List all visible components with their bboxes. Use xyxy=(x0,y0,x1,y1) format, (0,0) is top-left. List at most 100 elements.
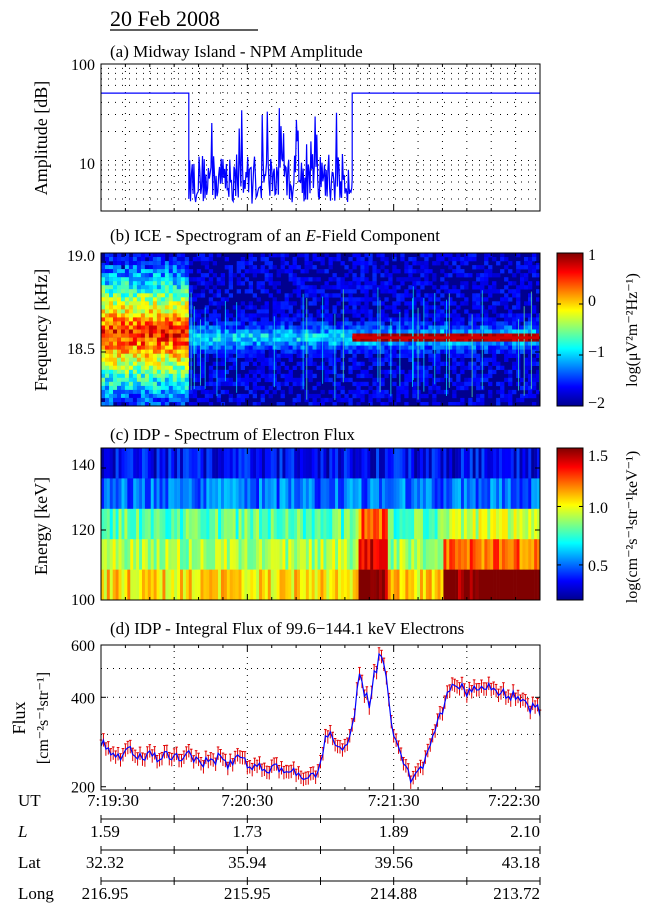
panel-b-cell xyxy=(284,345,289,350)
panel-b-cell xyxy=(252,341,257,346)
panel-b-cell xyxy=(113,397,118,403)
panel-c-cell xyxy=(276,539,280,570)
panel-b-cell xyxy=(424,321,429,326)
panel-b-cell xyxy=(524,257,529,262)
panel-b-cell xyxy=(500,397,505,403)
panel-b-cell xyxy=(300,349,305,354)
panel-c-cell xyxy=(340,539,345,570)
panel-b-cell xyxy=(376,317,381,322)
panel-c-cell xyxy=(185,569,190,601)
panel-b-cell xyxy=(424,257,429,262)
panel-b-cell xyxy=(492,337,497,342)
panel-b-cell xyxy=(508,402,513,407)
panel-b-cell xyxy=(508,337,513,342)
panel-b-cell xyxy=(360,297,365,302)
panel-b-cell xyxy=(508,325,513,330)
panel-b-cell xyxy=(101,305,106,310)
panel-c-cell xyxy=(396,569,400,601)
panel-b-cell xyxy=(496,361,501,366)
panel-c-cell xyxy=(537,539,541,570)
panel-b-cell xyxy=(412,349,417,354)
panel-b-cell xyxy=(384,369,389,375)
panel-b-cell xyxy=(316,297,321,302)
panel-c-cell xyxy=(130,478,134,510)
panel-b-cell xyxy=(156,333,162,338)
panel-b-cell xyxy=(448,301,453,306)
panel-b-cell xyxy=(220,377,225,383)
panel-b-cell xyxy=(117,297,122,302)
panel-b-cell xyxy=(121,281,126,286)
panel-b-cell xyxy=(240,301,245,306)
panel-b-cell xyxy=(532,361,537,366)
panel-c-cell xyxy=(232,448,236,479)
panel-b-cell xyxy=(496,349,501,354)
panel-b-cell xyxy=(412,317,417,322)
date-title: 20 Feb 2008 xyxy=(110,6,220,31)
panel-c-cell xyxy=(174,569,178,601)
panel-b-cell xyxy=(368,349,373,354)
panel-b-cell xyxy=(180,333,186,338)
panel-b-cell xyxy=(428,365,433,370)
panel-b-cell xyxy=(176,385,182,391)
panel-c-cell xyxy=(422,448,427,479)
panel-b-cell xyxy=(132,273,138,278)
panel-b-cell xyxy=(109,361,114,366)
panel-b-cell xyxy=(121,329,126,334)
panel-c-cell xyxy=(153,539,157,570)
panel-b-cell xyxy=(328,265,333,270)
panel-b-cell xyxy=(348,369,353,375)
panel-b-cell xyxy=(476,377,481,383)
panel-b-cell xyxy=(140,385,146,391)
panel-b-cell xyxy=(168,381,174,387)
panel-c-cell xyxy=(408,508,412,540)
panel-b-cell xyxy=(260,329,265,334)
panel-c-cell xyxy=(501,539,506,570)
panel-c-cell xyxy=(411,569,415,601)
panel-b-cell xyxy=(160,402,166,407)
panel-b-cell xyxy=(212,341,217,346)
panel-b-cell xyxy=(476,285,481,290)
panel-b-cell xyxy=(124,397,130,403)
panel-a-ylabel: Amplitude [dB] xyxy=(31,81,51,196)
panel-c-cell xyxy=(174,478,178,510)
panel-c-cell xyxy=(364,539,368,570)
panel-b-cell xyxy=(296,325,301,330)
panel-b-cell xyxy=(260,369,265,375)
panel-b-cell xyxy=(520,393,525,399)
panel-c-cell xyxy=(484,539,488,570)
panel-b-cell xyxy=(212,301,217,306)
panel-b-cell xyxy=(480,285,485,290)
panel-b-colorbar-ticks xyxy=(557,252,583,407)
panel-b-cell xyxy=(320,261,325,266)
panel-b-cell xyxy=(136,281,142,286)
panel-b-cell xyxy=(136,269,142,274)
panel-c-cell xyxy=(417,508,421,540)
panel-b-cell xyxy=(264,305,269,310)
panel-b-cell xyxy=(472,381,477,387)
panel-b-cell xyxy=(252,329,257,334)
panel-b-cell xyxy=(136,297,142,302)
panel-b-cell xyxy=(264,361,269,366)
panel-b-cell xyxy=(532,325,537,330)
panel-b-cell xyxy=(504,337,509,342)
panel-b-cell xyxy=(208,301,214,306)
panel-b-cell xyxy=(412,341,417,346)
panel-b-cell xyxy=(336,373,341,379)
panel-b-cell xyxy=(117,329,122,334)
panel-b-cell xyxy=(212,309,217,314)
panel-b-cell xyxy=(220,373,225,379)
panel-c-cell xyxy=(434,478,438,510)
panel-b-cell xyxy=(328,285,333,290)
panel-b-cell xyxy=(172,265,178,270)
panel-b-cell xyxy=(208,373,214,379)
panel-b-cell xyxy=(216,373,221,379)
panel-b-cell xyxy=(160,297,166,302)
panel-b-cell xyxy=(268,341,273,346)
panel-b-cell xyxy=(348,329,353,334)
panel-b-cell xyxy=(372,285,377,290)
panel-b-cell xyxy=(312,285,317,290)
panel-b-cell xyxy=(340,337,345,342)
panel-b-cell xyxy=(140,277,146,282)
panel-b-cell xyxy=(316,313,321,318)
panel-b-cell xyxy=(424,309,429,314)
